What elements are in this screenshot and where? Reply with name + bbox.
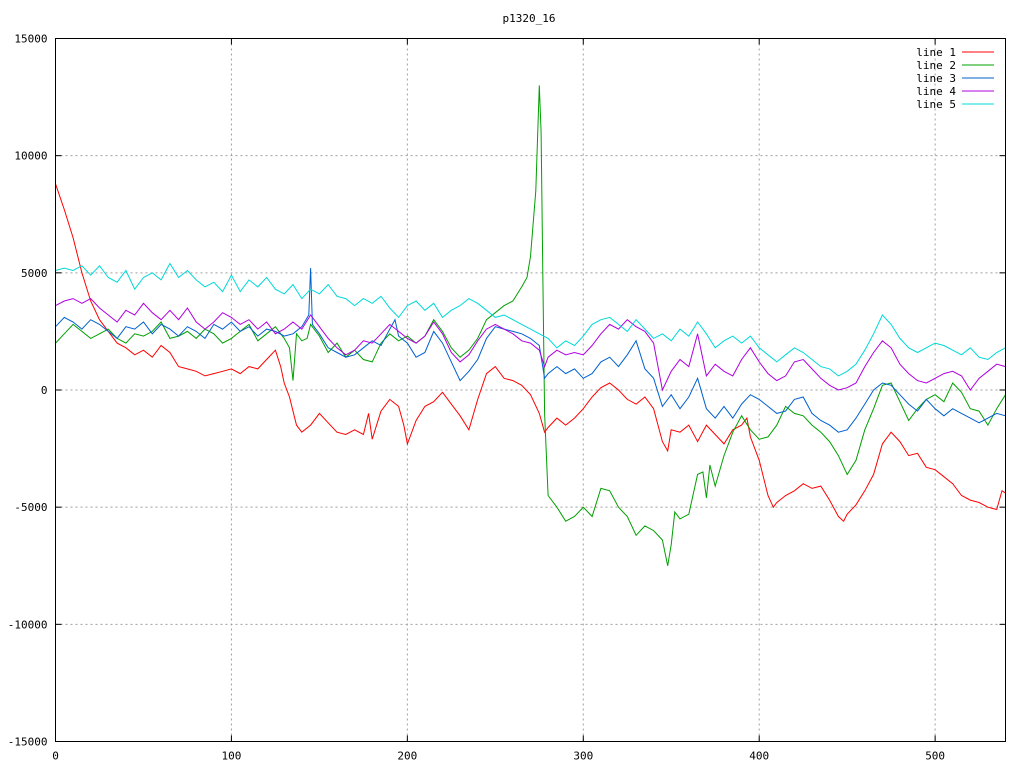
x-tick-label: 500 — [925, 750, 945, 763]
grid — [55, 38, 1006, 742]
x-tick-label: 400 — [749, 750, 769, 763]
series-line-2 — [55, 85, 1006, 566]
y-tick-label: 10000 — [14, 150, 47, 163]
chart-title: p1320_16 — [503, 12, 556, 25]
axis-ticks: 0 100 200 300 400 500 -15000 -10000 -5000 0 5000 10… — [8, 33, 1006, 763]
legend-label: line 3 — [916, 72, 956, 85]
legend-label: line 4 — [916, 85, 956, 98]
y-tick-label: -5000 — [14, 501, 47, 514]
legend-label: line 5 — [916, 98, 956, 111]
series-line-1 — [55, 183, 1006, 523]
x-tick-label: 0 — [52, 750, 59, 763]
series-line-5 — [55, 262, 1006, 377]
series-lines — [55, 85, 1006, 566]
series-line-4 — [55, 297, 1006, 392]
y-tick-label: -10000 — [8, 618, 48, 631]
y-tick-label: 0 — [41, 384, 48, 397]
legend-label: line 2 — [916, 59, 956, 72]
x-tick-label: 100 — [221, 750, 241, 763]
legend-label: line 1 — [916, 46, 956, 59]
x-tick-label: 200 — [397, 750, 417, 763]
plot-frame — [55, 38, 1006, 742]
x-tick-label: 300 — [573, 750, 593, 763]
y-tick-label: -15000 — [8, 736, 48, 749]
y-tick-label: 5000 — [21, 267, 48, 280]
series-line-3 — [55, 268, 1006, 433]
y-tick-label: 15000 — [14, 33, 47, 46]
